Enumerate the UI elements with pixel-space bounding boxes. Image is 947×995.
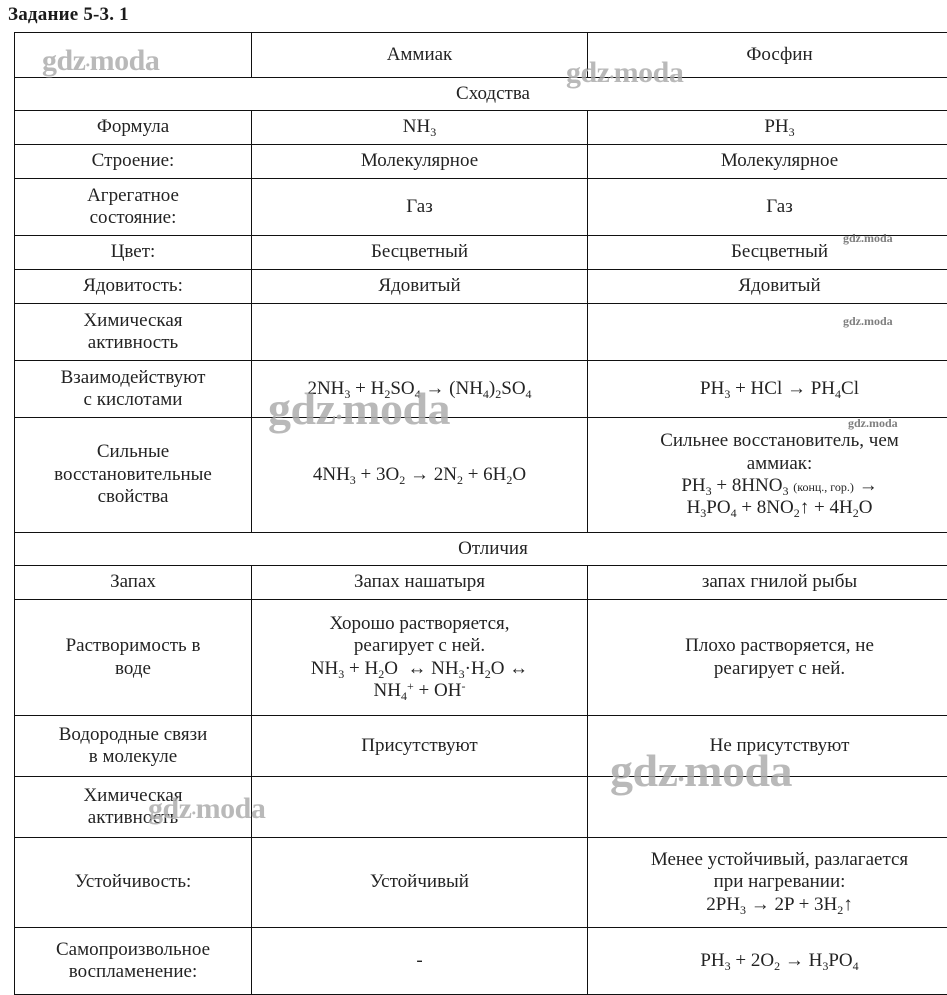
table-row: Строение: Молекулярное Молекулярное — [15, 145, 947, 179]
cell-phosphine: Ядовитый — [588, 270, 947, 304]
cell-phosphine-equation: PH3 + HCl → PH4Cl — [588, 361, 947, 418]
page-title: Задание 5-3. 1 — [8, 4, 129, 26]
cell-ammonia: - — [252, 928, 588, 995]
header-cell-property — [15, 33, 252, 78]
cell-phosphine-stability: Менее устойчивый, разлагается при нагрев… — [588, 838, 947, 928]
cell-ammonia: Молекулярное — [252, 145, 588, 179]
cell-ammonia: Ядовитый — [252, 270, 588, 304]
cell-phosphine: запах гнилой рыбы — [588, 566, 947, 600]
table-row: Формула NH3 PH3 — [15, 111, 947, 145]
table-header-row: Аммиак Фосфин — [15, 33, 947, 78]
cell-phosphine: Газ — [588, 179, 947, 236]
ammonia-solubility-line2: реагирует с ней. — [258, 635, 581, 657]
comparison-table: Аммиак Фосфин Сходства Формула NH3 PH3 С… — [14, 32, 947, 995]
header-cell-ammonia: Аммиак — [252, 33, 588, 78]
cell-ammonia: Устойчивый — [252, 838, 588, 928]
section-label-differences: Отличия — [15, 533, 947, 566]
cell-phosphine: Не присутствуют — [588, 716, 947, 777]
cell-property: Формула — [15, 111, 252, 145]
cell-property: Ядовитость: — [15, 270, 252, 304]
table-row: Цвет: Бесцветный Бесцветный — [15, 236, 947, 270]
cell-ammonia: Бесцветный — [252, 236, 588, 270]
cell-property: Цвет: — [15, 236, 252, 270]
table-row: Запах Запах нашатыря запах гнилой рыбы — [15, 566, 947, 600]
section-label-similarities: Сходства — [15, 78, 947, 111]
cell-phosphine: Молекулярное — [588, 145, 947, 179]
cell-ammonia — [252, 304, 588, 361]
cell-phosphine: PH3 — [588, 111, 947, 145]
cell-ammonia: Газ — [252, 179, 588, 236]
phosphine-equation-line2: H3PO4 + 8NO2↑ + 4H2O — [594, 497, 947, 519]
phosphine-solubility-line1: Плохо растворяется, не — [594, 635, 947, 657]
phosphine-equation-line1: PH3 + 8HNO3 (конц., гор.) → — [594, 475, 947, 497]
phosphine-note-line2: аммиак: — [594, 453, 947, 475]
table-row: Устойчивость: Устойчивый Менее устойчивы… — [15, 838, 947, 928]
cell-ammonia: Присутствуют — [252, 716, 588, 777]
ammonia-equation-line2: NH4+ + OH- — [258, 680, 581, 702]
cell-phosphine — [588, 777, 947, 838]
cell-phosphine-solubility: Плохо растворяется, не реагирует с ней. — [588, 600, 947, 716]
phosphine-solubility-line2: реагирует с ней. — [594, 658, 947, 680]
cell-property: Запах — [15, 566, 252, 600]
cell-phosphine: Бесцветный — [588, 236, 947, 270]
cell-ammonia-solubility: Хорошо растворяется, реагирует с ней. NH… — [252, 600, 588, 716]
ammonia-solubility-line1: Хорошо растворяется, — [258, 613, 581, 635]
cell-ammonia-equation: 4NH3 + 3O2 → 2N2 + 6H2O — [252, 418, 588, 533]
cell-ammonia: NH3 — [252, 111, 588, 145]
section-row-differences: Отличия — [15, 533, 947, 566]
cell-phosphine — [588, 304, 947, 361]
cell-property: Строение: — [15, 145, 252, 179]
cell-ammonia: Запах нашатыря — [252, 566, 588, 600]
phosphine-stability-line2: при нагревании: — [594, 871, 947, 893]
cell-phosphine-equation: PH3 + 2O2 → H3PO4 — [588, 928, 947, 995]
ammonia-equation-line1: NH3 + H2O ↔ NH3·H2O ↔ — [258, 658, 581, 680]
section-row-similarities: Сходства — [15, 78, 947, 111]
cell-ammonia — [252, 777, 588, 838]
header-cell-phosphine: Фосфин — [588, 33, 947, 78]
cell-property: Устойчивость: — [15, 838, 252, 928]
phosphine-stability-line1: Менее устойчивый, разлагается — [594, 849, 947, 871]
table-row: Ядовитость: Ядовитый Ядовитый — [15, 270, 947, 304]
cell-phosphine-equation: Сильнее восстановитель, чем аммиак: PH3 … — [588, 418, 947, 533]
phosphine-note-line1: Сильнее восстановитель, чем — [594, 430, 947, 452]
cell-ammonia-equation: 2NH3 + H2SO4 → (NH4)2SO4 — [252, 361, 588, 418]
phosphine-stability-equation: 2PH3 → 2P + 3H2↑ — [594, 894, 947, 916]
